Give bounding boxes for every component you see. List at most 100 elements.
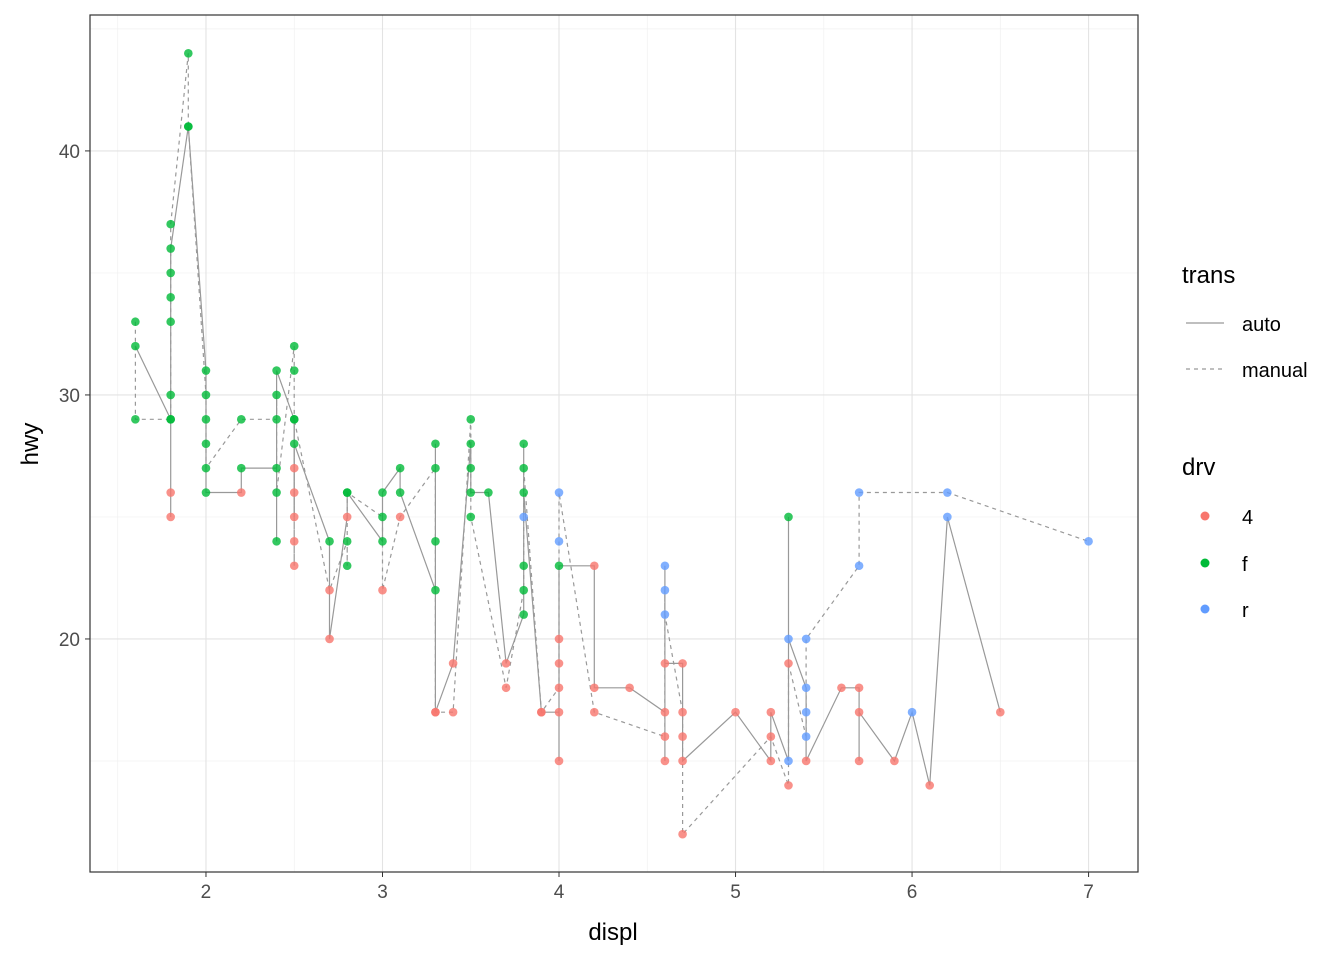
point-drv-4 [448,659,458,668]
point-drv-r [801,683,811,693]
point-drv-r [554,488,564,497]
point-drv-f [342,561,352,571]
point-drv-f [466,488,476,497]
point-drv-f [201,488,211,497]
point-drv-r [801,707,811,717]
point-drv-f [272,488,281,497]
x-tick-label: 7 [1083,882,1094,903]
point-drv-f [166,415,175,424]
legend-label-f: f [1242,554,1248,576]
point-drv-4 [554,756,564,766]
point-drv-4 [590,707,599,717]
legend-label-r: r [1242,600,1249,622]
point-drv-f [466,512,476,522]
legend-drv-title: drv [1182,454,1215,481]
point-drv-f [466,415,476,424]
point-drv-4 [678,756,687,766]
point-drv-f [201,415,211,424]
point-drv-f [519,488,529,497]
point-drv-f [289,439,299,449]
point-drv-f [236,415,246,424]
legend-key-4 [1200,511,1210,521]
point-drv-r [943,488,952,497]
x-tick-label: 5 [730,882,741,903]
point-drv-f [131,341,140,351]
point-drv-f [519,439,529,449]
legend-drv: drv 4 f r [1182,454,1253,622]
point-drv-f [166,390,175,400]
point-drv-f [201,366,211,375]
point-drv-r [1084,537,1093,546]
point-drv-r [660,610,670,619]
point-drv-r [854,561,864,571]
point-drv-f [272,415,281,424]
point-drv-4 [766,732,776,741]
point-drv-4 [625,683,634,693]
point-drv-f [519,610,529,619]
point-drv-4 [537,707,546,717]
point-drv-4 [660,707,670,717]
point-drv-4 [925,781,935,790]
point-drv-4 [395,512,405,522]
point-drv-4 [890,756,899,766]
point-drv-4 [660,732,670,741]
point-drv-4 [236,488,246,497]
point-drv-r [660,585,670,595]
point-drv-r [660,561,670,571]
point-drv-4 [554,634,564,644]
point-drv-4 [784,781,793,790]
point-drv-f [325,537,334,546]
point-drv-f [201,439,211,449]
point-drv-4 [678,732,687,741]
point-drv-f [484,488,493,497]
point-drv-r [854,488,864,497]
point-drv-4 [678,707,687,717]
point-drv-r [907,707,917,717]
plot-panel [90,15,1138,872]
point-drv-f [236,463,246,473]
point-drv-4 [996,707,1005,717]
legend-trans-title: trans [1182,262,1235,289]
y-tick-label: 20 [59,630,80,651]
point-drv-f [166,244,175,253]
point-drv-f [201,390,211,400]
point-drv-4 [801,756,811,766]
point-drv-f [395,488,405,497]
point-drv-4 [678,659,687,668]
point-drv-r [554,537,564,546]
y-tick-label: 40 [59,142,80,163]
point-drv-4 [166,512,175,522]
legend-key-r [1200,604,1210,614]
point-drv-f [519,585,529,595]
point-drv-f [519,561,529,571]
point-drv-f [466,463,476,473]
point-drv-f [378,537,387,546]
y-tick-label: 30 [59,386,80,407]
point-drv-f [431,439,440,449]
x-axis-label: displ [588,919,637,946]
point-drv-r [519,512,529,522]
point-drv-4 [448,707,458,717]
point-drv-f [166,268,175,278]
point-drv-4 [554,683,564,693]
point-drv-f [431,463,440,473]
point-drv-f [272,537,281,546]
point-drv-4 [766,707,776,717]
point-drv-4 [590,683,599,693]
legend-label-manual: manual [1242,360,1308,382]
legend-label-4: 4 [1242,507,1253,529]
point-drv-4 [678,829,687,839]
point-drv-f [131,317,140,327]
legend-label-auto: auto [1242,314,1281,336]
panel-border [89,14,1139,873]
data-points [131,49,1093,839]
point-drv-f [289,341,299,351]
legend-trans: trans auto manual [1182,262,1308,382]
point-drv-4 [837,683,846,693]
point-drv-4 [660,659,670,668]
point-drv-f [131,415,140,424]
point-drv-f [342,537,352,546]
point-drv-f [166,293,175,302]
point-drv-f [289,415,299,424]
